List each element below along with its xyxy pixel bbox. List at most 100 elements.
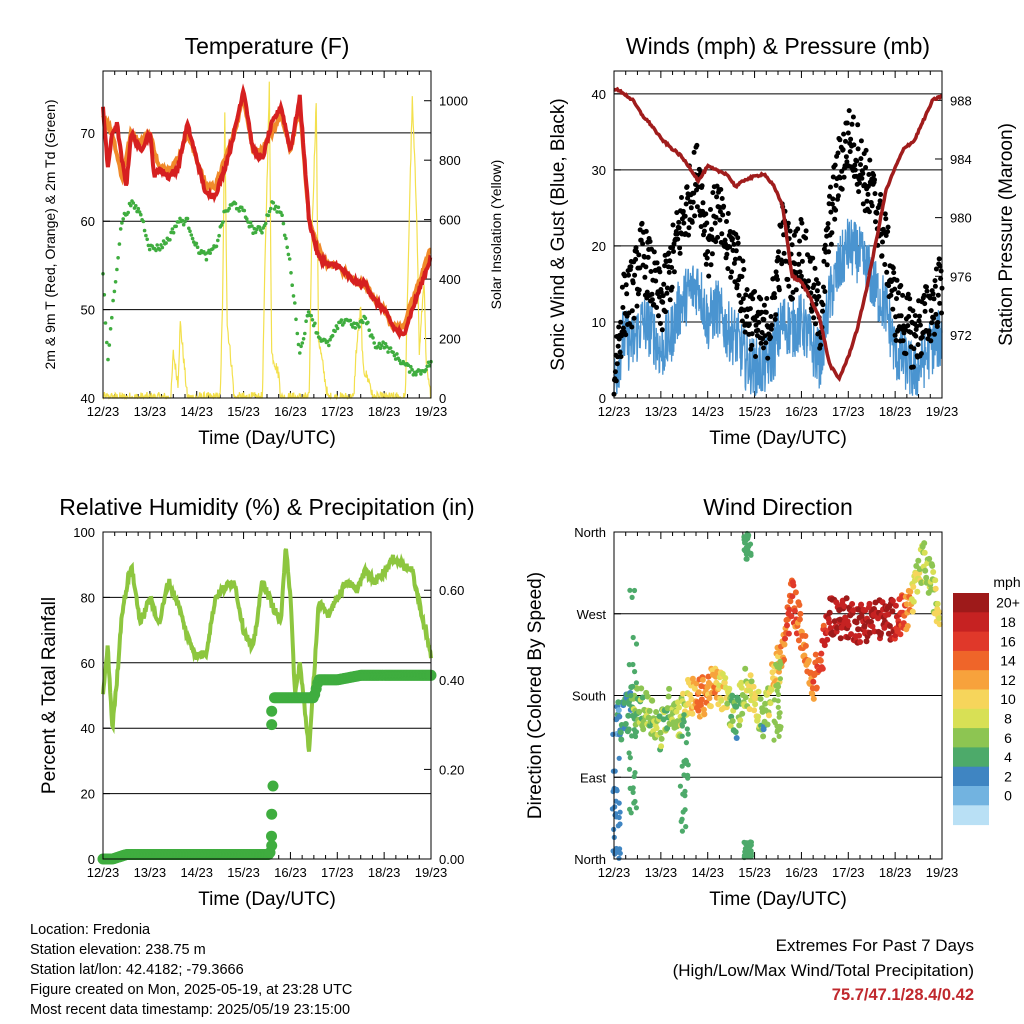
speed-legend-label: 4 [1004,749,1012,765]
dewpoint-point [195,245,200,249]
gust-point [789,242,795,248]
temperature-y2tick-label: 200 [439,332,461,347]
wind-direction-point [613,798,619,804]
winds-y2tick-label: 980 [950,211,972,226]
wind-direction-point [629,594,635,601]
humidity-y2tick-label: 0.00 [439,852,464,867]
gust-point [843,154,849,160]
extremes-values: 75.7/47.1/28.4/0.42 [831,986,974,1004]
dewpoint-point [371,336,375,340]
extremes-subheading: (High/Low/Max Wind/Total Precipitation) [672,961,974,980]
gust-point [832,216,838,222]
gust-point [803,235,809,241]
gust-point [863,165,869,170]
dewpoint-point [242,208,247,213]
temperature-xtick-label: 14/23 [180,404,213,419]
wind-direction-point [698,696,705,703]
gust-point [813,321,818,327]
temperature-y2tick-label: 0 [439,391,446,406]
wind-direction-point [744,549,750,555]
wind-direction-point [632,798,638,805]
dewpoint-point [424,368,428,372]
wind-direction-point [633,641,640,647]
wind-direction-point [889,608,896,615]
gust-point [885,224,891,230]
humidity-xtick-label: 17/23 [321,865,354,880]
wind-direction-point [631,587,638,594]
dewpoint-point [328,337,332,342]
dewpoint-point [367,328,372,333]
gust-point [636,252,642,258]
gust-point [797,238,803,244]
dewpoint-point [294,317,298,322]
wind-direction-point [742,694,749,701]
gust-point [890,265,896,271]
winds-ytick-label: 10 [592,315,606,330]
gust-point [824,262,830,268]
dewpoint-point [240,205,244,210]
dewpoint-point [211,247,215,251]
wind-direction-point [769,669,776,676]
gust-point [614,361,620,367]
gust-point [656,313,661,319]
humidity-ytick-label: 60 [81,656,95,671]
wind-direction-point [616,755,622,761]
temperature-xtick-label: 13/23 [134,404,167,419]
gust-point [822,242,828,248]
wind-direction-point [858,601,865,608]
wind-direction-point [679,733,685,739]
gust-point [667,297,673,303]
temperature-xlabel: Time (Day/UTC) [198,428,336,449]
wind-direction-point [771,737,777,743]
dewpoint-point [105,340,109,345]
wind-direction-point [775,704,781,710]
wind-direction-point [675,699,681,706]
wind-direction-point [848,631,855,638]
dewpoint-point [136,206,141,211]
gust-point [715,234,721,240]
dewpoint-point [237,209,241,213]
dewpoint-point [147,247,152,252]
gust-point [932,331,937,337]
gust-point [822,289,828,294]
gust-point [932,283,938,289]
gust-point [886,283,892,289]
dewpoint-point [304,319,308,324]
solar-series-line [102,81,432,401]
gust-point [686,232,691,238]
wind-direction-point [657,729,664,736]
wind-direction-point [699,676,706,683]
gust-point [779,261,785,267]
gust-point [792,261,798,267]
wind-direction-point [776,714,782,720]
wind_direction-xtick-label: 19/23 [926,865,959,880]
gust-point [791,232,797,238]
gust-point [729,269,735,275]
dewpoint-point [208,251,212,255]
dewpoint-point [233,201,238,206]
wind-direction-point [868,618,874,625]
gust-point [739,274,745,280]
wind-direction-point [653,725,660,732]
speed-legend-swatch [953,670,989,690]
gust-point [694,204,700,210]
dewpoint-point [168,238,172,242]
speed-legend-label: 18 [1000,614,1016,630]
dewpoint-point [257,225,262,229]
gust-point [787,228,793,234]
info-location: Location: Fredonia [30,922,151,938]
gust-point [916,318,922,324]
precip-point [267,780,279,792]
gust-point [915,342,921,348]
gust-point [908,329,914,335]
winds-y2tick-label: 984 [950,152,972,167]
dewpoint-point [263,221,268,226]
dewpoint-point [339,318,344,322]
wind-direction-point [680,690,686,697]
wind_direction-xtick-label: 16/23 [785,865,818,880]
gust-point [922,301,928,307]
winds-xtick-label: 12/23 [598,404,631,419]
wind-direction-point [745,532,751,538]
temperature-y2tick-label: 400 [439,272,461,287]
gust-point [768,326,774,332]
